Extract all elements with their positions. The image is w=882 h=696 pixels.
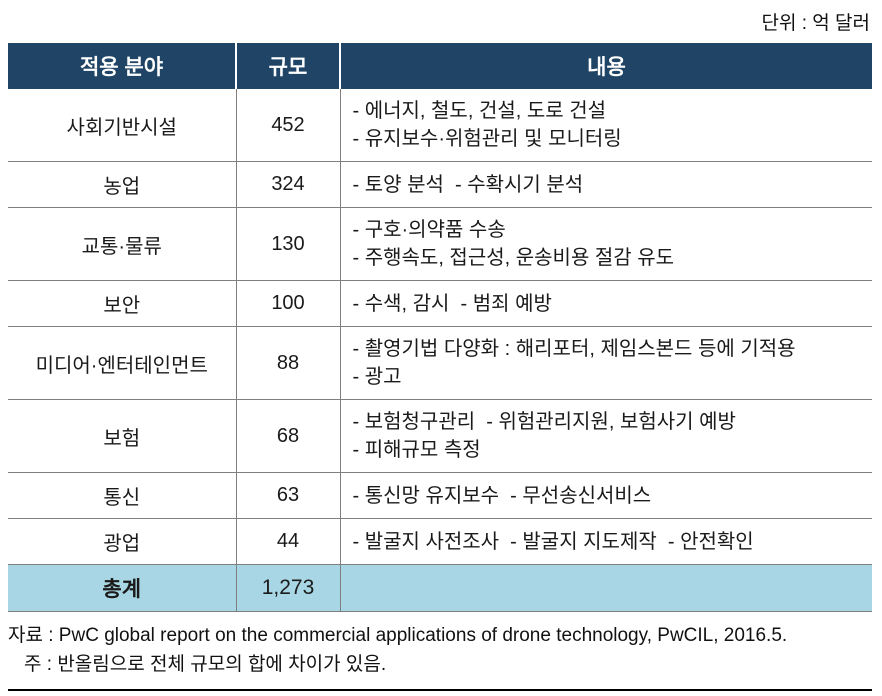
detail-line: - 촬영기법 다양화 : 해리포터, 제임스본드 등에 기적용 (352, 338, 796, 360)
detail-line: - 주행속도, 접근성, 운송비용 절감 유도 (352, 247, 675, 269)
rounding-note: 주 : 반올림으로 전체 규모의 합에 차이가 있음. (24, 654, 387, 675)
detail-line: - 구호·의약품 수송 (352, 219, 506, 241)
table-header: 적용 분야 규모 내용 (8, 43, 872, 89)
detail-line: - 보험청구관리 - 위험관리지원, 보험사기 예방 (352, 411, 736, 433)
detail-line: - 에너지, 철도, 건설, 도로 건설 (352, 100, 607, 122)
header-value: 규모 (236, 43, 341, 89)
total-label: 총계 (8, 564, 237, 612)
row-content: - 에너지, 철도, 건설, 도로 건설 - 유지보수·위험관리 및 모니터링 (340, 89, 872, 162)
detail-line: - 토양 분석 - 수확시기 분석 (352, 173, 584, 196)
row-field: 보험 (8, 399, 237, 473)
header-content: 내용 (340, 43, 872, 89)
row-field: 사회기반시설 (8, 89, 237, 162)
row-field: 광업 (8, 518, 237, 565)
row-field: 통신 (8, 472, 237, 519)
row-field: 교통·물류 (8, 207, 237, 281)
source-note: 자료 : PwC global report on the commercial… (8, 625, 788, 646)
table-row: 농업 324 - 토양 분석 - 수확시기 분석 (8, 161, 872, 208)
table-footer: 자료 : PwC global report on the commercial… (8, 621, 872, 679)
table-row: 광업 44 - 발굴지 사전조사 - 발굴지 지도제작 - 안전확인 (8, 518, 872, 565)
row-content: - 통신망 유지보수 - 무선송신서비스 (340, 472, 872, 519)
detail-line: - 통신망 유지보수 - 무선송신서비스 (352, 484, 652, 507)
row-content: - 발굴지 사전조사 - 발굴지 지도제작 - 안전확인 (340, 518, 872, 565)
table-row: 교통·물류 130 - 구호·의약품 수송 - 주행속도, 접근성, 운송비용 … (8, 207, 872, 281)
row-value: 130 (236, 207, 341, 281)
detail-line: - 광고 (352, 366, 402, 388)
row-value: 88 (236, 326, 341, 400)
total-content-empty (340, 564, 872, 612)
bottom-divider (8, 689, 872, 691)
table-row: 보험 68 - 보험청구관리 - 위험관리지원, 보험사기 예방 - 피해규모 … (8, 399, 872, 473)
row-field: 농업 (8, 161, 237, 208)
row-content: - 구호·의약품 수송 - 주행속도, 접근성, 운송비용 절감 유도 (340, 207, 872, 281)
drone-applications-table: 적용 분야 규모 내용 사회기반시설 452 - 에너지, 철도, 건설, 도로… (8, 43, 872, 612)
detail-line: - 피해규모 측정 (352, 439, 481, 461)
row-content: - 토양 분석 - 수확시기 분석 (340, 161, 872, 208)
row-value: 100 (236, 280, 341, 327)
table-row: 사회기반시설 452 - 에너지, 철도, 건설, 도로 건설 - 유지보수·위… (8, 89, 872, 162)
detail-line: - 유지보수·위험관리 및 모니터링 (352, 128, 622, 150)
table-row: 통신 63 - 통신망 유지보수 - 무선송신서비스 (8, 472, 872, 519)
row-value: 63 (236, 472, 341, 519)
row-content: - 보험청구관리 - 위험관리지원, 보험사기 예방 - 피해규모 측정 (340, 399, 872, 473)
row-field: 보안 (8, 280, 237, 327)
row-value: 68 (236, 399, 341, 473)
detail-line: - 수색, 감시 - 범죄 예방 (352, 292, 552, 315)
row-content: - 촬영기법 다양화 : 해리포터, 제임스본드 등에 기적용 - 광고 (340, 326, 872, 400)
header-field: 적용 분야 (8, 43, 237, 89)
total-value: 1,273 (236, 564, 341, 612)
table-row: 보안 100 - 수색, 감시 - 범죄 예방 (8, 280, 872, 327)
row-value: 452 (236, 89, 341, 162)
total-row: 총계 1,273 (8, 564, 872, 612)
table-row: 미디어·엔터테인먼트 88 - 촬영기법 다양화 : 해리포터, 제임스본드 등… (8, 326, 872, 400)
row-field: 미디어·엔터테인먼트 (8, 326, 237, 400)
detail-line: - 발굴지 사전조사 - 발굴지 지도제작 - 안전확인 (352, 530, 754, 553)
row-value: 324 (236, 161, 341, 208)
row-value: 44 (236, 518, 341, 565)
row-content: - 수색, 감시 - 범죄 예방 (340, 280, 872, 327)
unit-label: 단위 : 억 달러 (761, 13, 870, 34)
